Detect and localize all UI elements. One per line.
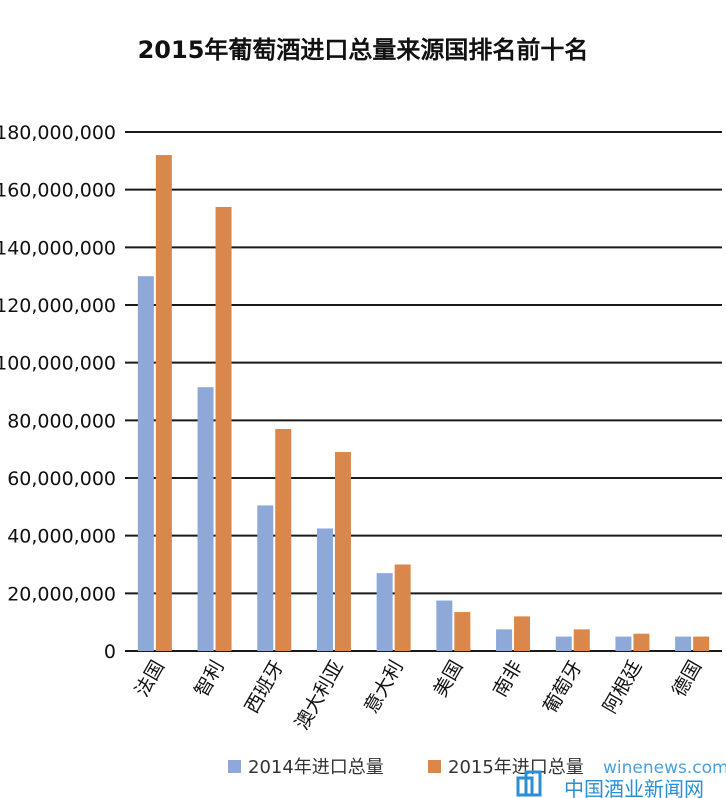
bar-2015: [633, 633, 650, 651]
bar-2015: [334, 452, 351, 651]
bar-2014: [137, 276, 154, 651]
x-category-label: 西班牙: [241, 657, 289, 717]
y-axis-ticks: 0 20,000,000 40,000,000 60,000,000 80,000,00…: [0, 122, 116, 663]
bar-2015: [155, 155, 172, 652]
bar-2014: [496, 629, 513, 651]
bar-2015: [275, 428, 292, 651]
bar-2015: [514, 616, 531, 651]
watermark-logo-icon: [516, 770, 542, 797]
y-tick-label: 0: [104, 641, 116, 663]
x-category-label: 德国: [668, 657, 706, 701]
watermark-site-name: 中国酒业新闻网: [564, 777, 704, 798]
y-tick-label: 140,000,000: [0, 237, 116, 259]
x-category-label: 智利: [191, 657, 229, 701]
y-tick-label: 80,000,000: [7, 410, 116, 432]
legend-swatch-2015: [428, 760, 441, 773]
legend-label-2015: 2015年进口总量: [448, 757, 584, 778]
y-tick-label: 40,000,000: [7, 526, 116, 548]
bar-2014: [615, 636, 632, 651]
x-category-label: 阿根廷: [599, 657, 647, 717]
legend: 2014年进口总量 2015年进口总量: [228, 757, 584, 778]
x-category-label: 澳大利亚: [291, 657, 348, 734]
x-category-label: 葡萄牙: [539, 657, 587, 717]
legend-swatch-2014: [228, 760, 241, 773]
legend-label-2014: 2014年进口总量: [248, 757, 384, 778]
bar-2014: [197, 387, 214, 651]
watermark-url: winenews.com: [603, 758, 726, 778]
bar-2015: [573, 629, 590, 651]
y-tick-label: 120,000,000: [0, 295, 116, 317]
chart-title: 2015年葡萄酒进口总量来源国排名前十名: [138, 36, 589, 64]
y-tick-label: 180,000,000: [0, 122, 116, 144]
y-tick-label: 100,000,000: [0, 353, 116, 375]
bar-2014: [316, 528, 333, 651]
y-tick-label: 60,000,000: [7, 468, 116, 490]
bar-2015: [215, 206, 232, 651]
y-tick-label: 160,000,000: [0, 180, 116, 202]
bar-2015: [394, 564, 411, 651]
bar-2015: [454, 612, 471, 651]
bar-2015: [693, 636, 710, 651]
y-tick-label: 20,000,000: [7, 583, 116, 605]
x-category-label: 法国: [131, 657, 169, 701]
x-axis-categories: 法国 智利 西班牙 澳大利亚 意大利 美国 南非 葡萄牙 阿根廷 德国: [131, 657, 706, 734]
bar-2014: [257, 505, 274, 651]
watermark: winenews.com 中国酒业新闻网: [516, 758, 726, 798]
bar-2014: [436, 600, 453, 651]
bar-2014: [675, 636, 692, 651]
x-category-label: 美国: [429, 657, 467, 701]
bar-2014: [376, 573, 393, 651]
bar-2014: [555, 636, 572, 651]
x-category-label: 南非: [489, 657, 527, 701]
x-category-label: 意大利: [360, 657, 408, 717]
gridlines: [125, 131, 722, 652]
bars: [137, 155, 710, 652]
